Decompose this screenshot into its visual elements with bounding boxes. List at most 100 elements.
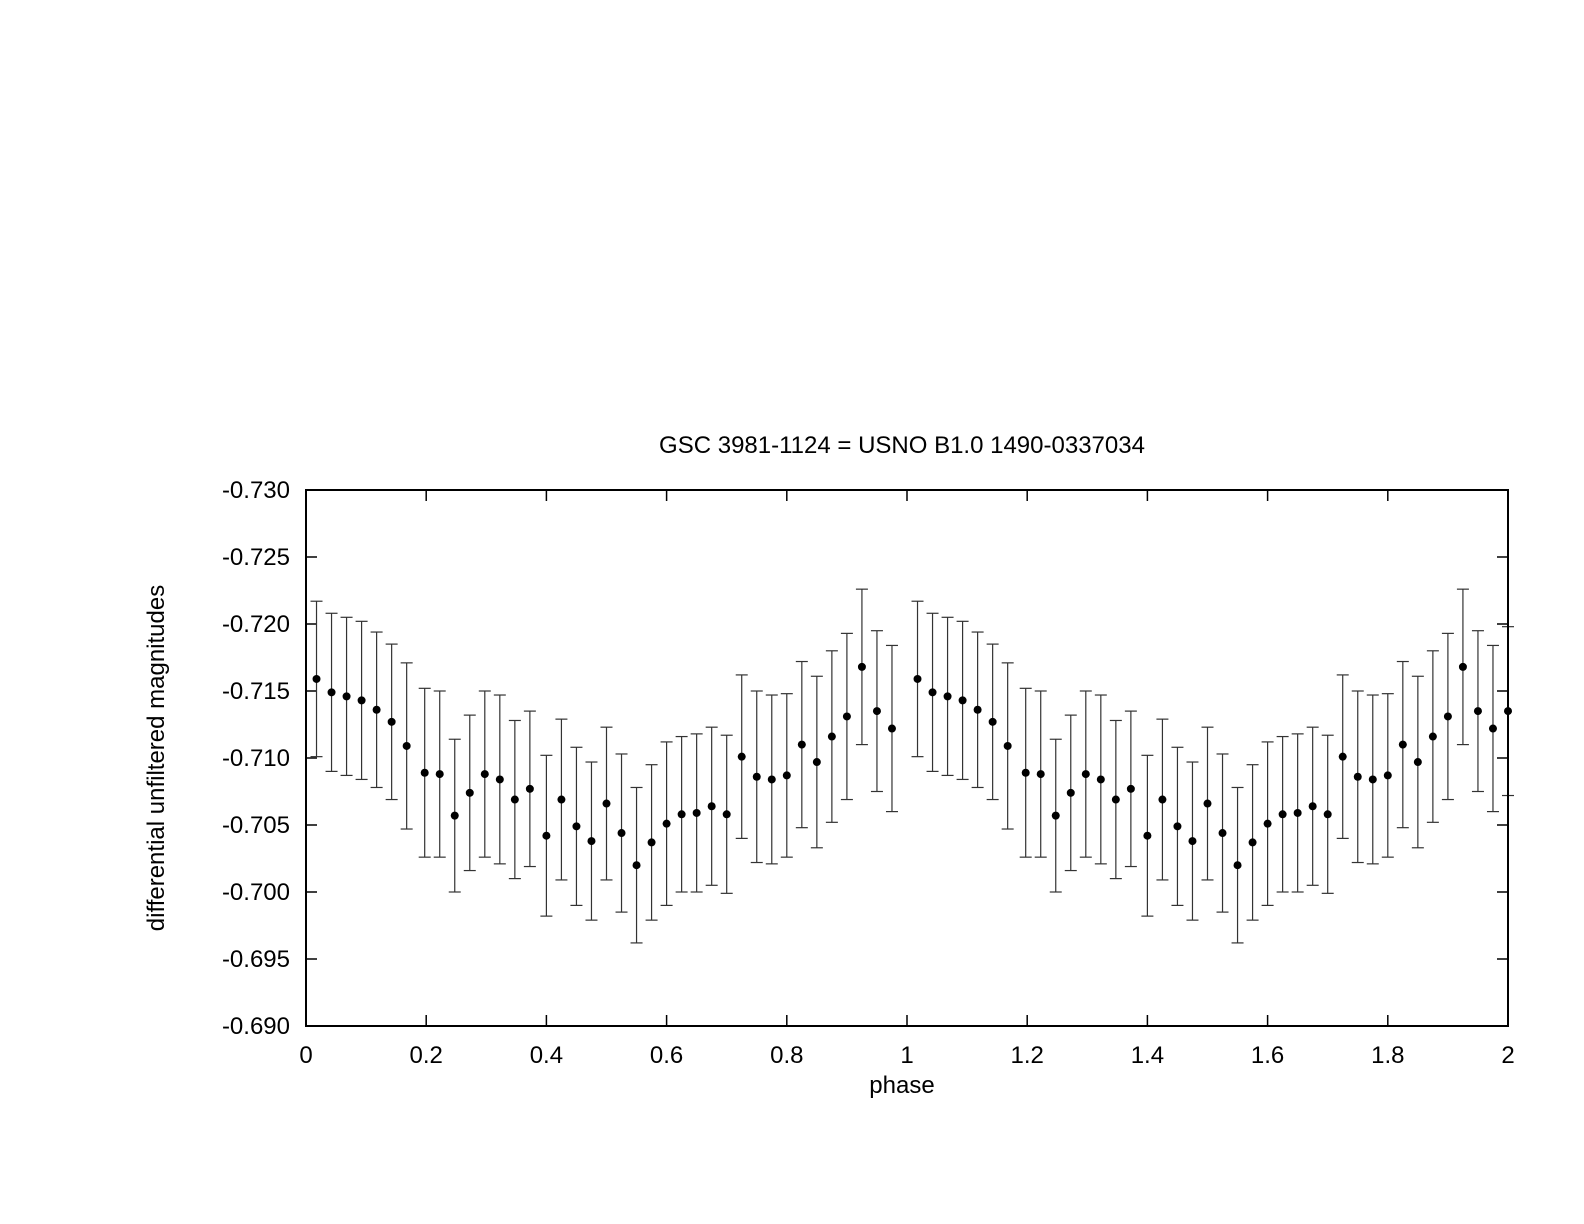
- data-point: [812, 758, 821, 767]
- data-point: [1323, 810, 1332, 819]
- x-axis-label: phase: [869, 1072, 934, 1099]
- data-point: [1111, 795, 1120, 804]
- data-point: [450, 811, 459, 820]
- data-point: [342, 692, 351, 701]
- x-tick-label: 1: [900, 1042, 913, 1069]
- data-point: [1488, 724, 1497, 733]
- data-point: [1353, 772, 1362, 781]
- data-point: [420, 768, 429, 777]
- data-point: [737, 752, 746, 761]
- data-point: [572, 822, 581, 831]
- data-point: [1203, 799, 1212, 808]
- data-point: [1188, 837, 1197, 846]
- x-tick-label: 0.8: [770, 1042, 803, 1069]
- data-point: [973, 705, 982, 714]
- data-point: [1081, 770, 1090, 779]
- data-point: [913, 674, 922, 683]
- data-point: [617, 829, 626, 838]
- data-point: [480, 770, 489, 779]
- y-axis-label: differential unfiltered magnitudes: [143, 585, 170, 931]
- data-point: [1293, 808, 1302, 817]
- data-point: [887, 724, 896, 733]
- data-point: [943, 692, 952, 701]
- chart-title: GSC 3981-1124 = USNO B1.0 1490-0337034: [659, 432, 1145, 459]
- x-tick-label: 0.2: [410, 1042, 443, 1069]
- data-point: [1248, 838, 1257, 847]
- y-tick-label: -0.705: [222, 812, 290, 839]
- data-point: [1003, 741, 1012, 750]
- data-point: [402, 741, 411, 750]
- data-point: [1413, 758, 1422, 767]
- data-point: [662, 819, 671, 828]
- data-point: [1218, 829, 1227, 838]
- data-point: [1233, 861, 1242, 870]
- y-tick-label: -0.720: [222, 611, 290, 638]
- data-point: [1398, 740, 1407, 749]
- x-tick-label: 1.6: [1251, 1042, 1284, 1069]
- data-point: [495, 775, 504, 784]
- data-point: [1338, 752, 1347, 761]
- data-point: [1143, 831, 1152, 840]
- data-point: [557, 795, 566, 804]
- data-point: [1263, 819, 1272, 828]
- x-tick-label: 0.4: [530, 1042, 563, 1069]
- data-point: [1458, 662, 1467, 671]
- data-point: [1051, 811, 1060, 820]
- data-point: [1308, 802, 1317, 811]
- y-tick-label: -0.695: [222, 946, 290, 973]
- data-point: [1036, 770, 1045, 779]
- data-point: [752, 772, 761, 781]
- data-point: [357, 696, 366, 705]
- data-point: [435, 770, 444, 779]
- data-point: [647, 838, 656, 847]
- data-point: [857, 662, 866, 671]
- data-point: [542, 831, 551, 840]
- data-point: [827, 732, 836, 741]
- data-point: [1443, 712, 1452, 721]
- data-point: [1066, 788, 1075, 797]
- x-tick-label: 2: [1501, 1042, 1514, 1069]
- data-point: [797, 740, 806, 749]
- data-point: [1126, 784, 1135, 793]
- data-point: [842, 712, 851, 721]
- data-point: [988, 717, 997, 726]
- y-tick-label: -0.690: [222, 1013, 290, 1040]
- x-tick-label: 1.2: [1011, 1042, 1044, 1069]
- error-bars: [310, 588, 1514, 944]
- data-point: [632, 861, 641, 870]
- data-point: [1368, 775, 1377, 784]
- x-tick-label: 0: [299, 1042, 312, 1069]
- data-point: [692, 808, 701, 817]
- data-point: [872, 707, 881, 716]
- data-point: [1021, 768, 1030, 777]
- data-point: [707, 802, 716, 811]
- data-point: [510, 795, 519, 804]
- y-tick-label: -0.730: [222, 477, 290, 504]
- data-point: [465, 788, 474, 797]
- data-point: [327, 688, 336, 697]
- y-tick-label: -0.710: [222, 745, 290, 772]
- data-point: [958, 696, 967, 705]
- data-point: [525, 784, 534, 793]
- y-tick-label: -0.715: [222, 678, 290, 705]
- data-point: [767, 775, 776, 784]
- data-point: [1096, 775, 1105, 784]
- data-point: [587, 837, 596, 846]
- data-point: [387, 717, 396, 726]
- data-points: [312, 662, 1512, 870]
- y-tick-label: -0.725: [222, 544, 290, 571]
- data-point: [677, 810, 686, 819]
- data-point: [1173, 822, 1182, 831]
- data-point: [1428, 732, 1437, 741]
- data-point: [372, 705, 381, 714]
- data-point: [928, 688, 937, 697]
- data-point: [312, 674, 321, 683]
- y-tick-label: -0.700: [222, 879, 290, 906]
- data-point: [602, 799, 611, 808]
- data-point: [1473, 707, 1482, 716]
- data-point: [782, 771, 791, 780]
- plot-frame: [305, 489, 1509, 1027]
- y-axis: -0.730 -0.725 -0.720 -0.715 -0.710 -0.705 -0.7…: [222, 477, 1508, 1040]
- x-tick-label: 0.6: [650, 1042, 683, 1069]
